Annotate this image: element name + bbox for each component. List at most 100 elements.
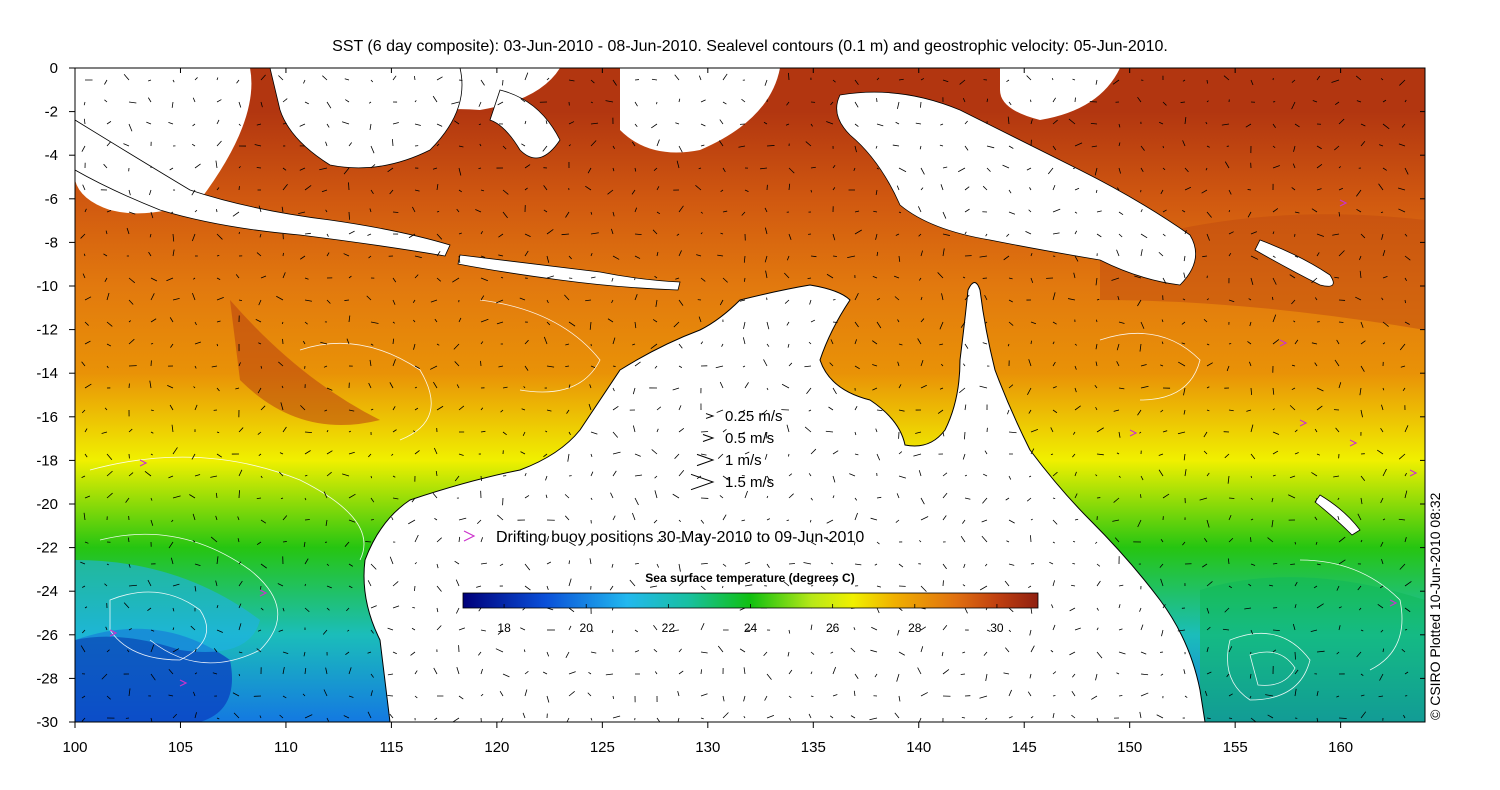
velocity-arrow bbox=[520, 451, 526, 455]
velocity-arrow bbox=[546, 229, 554, 235]
velocity-arrow bbox=[1074, 142, 1083, 147]
velocity-arrow bbox=[235, 274, 240, 279]
velocity-arrow bbox=[854, 145, 857, 153]
velocity-arrow bbox=[1052, 409, 1058, 414]
velocity-arrow bbox=[282, 98, 288, 103]
velocity-arrow bbox=[1118, 695, 1123, 697]
velocity-arrow bbox=[589, 384, 592, 389]
velocity-arrow bbox=[258, 299, 262, 306]
velocity-arrow bbox=[1069, 651, 1076, 656]
velocity-arrow bbox=[785, 123, 790, 126]
sst-cool-patch-tasman bbox=[1200, 577, 1425, 722]
velocity-arrow bbox=[1401, 649, 1406, 653]
velocity-arrow bbox=[545, 430, 548, 433]
velocity-arrow bbox=[1052, 712, 1055, 719]
velocity-arrow bbox=[784, 299, 790, 304]
velocity-arrow bbox=[651, 123, 658, 129]
velocity-arrow bbox=[810, 123, 813, 127]
velocity-arrow bbox=[1095, 79, 1098, 85]
velocity-arrow bbox=[303, 79, 306, 84]
velocity-arrow bbox=[566, 409, 570, 414]
velocity-arrow bbox=[850, 715, 856, 719]
velocity-arrow bbox=[190, 625, 196, 631]
velocity-arrow bbox=[343, 167, 350, 175]
velocity-arrow bbox=[524, 164, 531, 169]
velocity-arrow bbox=[326, 585, 332, 589]
y-tick-label: -30 bbox=[36, 714, 58, 731]
velocity-arrow bbox=[1052, 386, 1057, 389]
velocity-arrow bbox=[764, 79, 768, 86]
velocity-arrow bbox=[1294, 255, 1299, 258]
longitude-axis: 100 105 110 115 120 125 130 135 140 145 150 155 160 bbox=[62, 68, 1353, 756]
velocity-arrow bbox=[276, 295, 284, 301]
velocity-arrow bbox=[964, 120, 968, 125]
velocity-arrow bbox=[497, 101, 504, 106]
velocity-arrow bbox=[741, 519, 746, 522]
velocity-arrow bbox=[81, 717, 86, 722]
velocity-legend-label: 1 m/s bbox=[725, 452, 762, 469]
velocity-arrow bbox=[1404, 255, 1411, 261]
velocity-arrow bbox=[343, 715, 350, 719]
velocity-arrow bbox=[496, 299, 504, 304]
velocity-arrow bbox=[854, 541, 856, 546]
velocity-arrow bbox=[193, 277, 196, 280]
velocity-arrow bbox=[1182, 298, 1186, 301]
velocity-arrow bbox=[853, 167, 856, 171]
velocity-arrow bbox=[1292, 623, 1296, 631]
velocity-arrow bbox=[898, 607, 903, 611]
velocity-arrow bbox=[1184, 230, 1187, 235]
velocity-arrow bbox=[498, 233, 504, 238]
velocity-arrow bbox=[913, 453, 922, 457]
velocity-arrow bbox=[876, 321, 882, 329]
velocity-arrow bbox=[982, 497, 988, 504]
velocity-arrow bbox=[897, 319, 900, 323]
velocity-arrow bbox=[237, 516, 240, 521]
velocity-arrow bbox=[389, 189, 394, 195]
velocity-arrow bbox=[979, 585, 988, 591]
velocity-arrow bbox=[589, 321, 592, 330]
velocity-arrow bbox=[986, 167, 991, 172]
velocity-arrow bbox=[1228, 537, 1234, 543]
velocity-arrow bbox=[1272, 123, 1276, 128]
velocity-arrow bbox=[365, 541, 372, 543]
velocity-arrow bbox=[1292, 163, 1296, 169]
velocity-arrow bbox=[1052, 292, 1056, 301]
velocity-arrow bbox=[304, 431, 312, 434]
velocity-arrow bbox=[238, 101, 242, 108]
velocity-arrow bbox=[607, 189, 614, 195]
velocity-arrow bbox=[984, 321, 988, 324]
velocity-arrow bbox=[302, 340, 306, 345]
velocity-arrow bbox=[786, 101, 790, 106]
velocity-arrow bbox=[523, 649, 526, 653]
velocity-arrow bbox=[502, 431, 507, 436]
velocity-arrow bbox=[611, 629, 614, 634]
velocity-arrow bbox=[238, 623, 242, 631]
velocity-arrow bbox=[194, 712, 197, 719]
velocity-arrow bbox=[368, 453, 372, 458]
velocity-arrow bbox=[1052, 671, 1057, 675]
velocity-arrow bbox=[326, 563, 330, 567]
velocity-arrow bbox=[810, 319, 816, 323]
velocity-arrow bbox=[920, 692, 928, 697]
x-tick-label: 140 bbox=[906, 739, 931, 756]
velocity-arrow bbox=[940, 184, 944, 191]
velocity-arrow bbox=[1404, 99, 1407, 103]
velocity-arrow bbox=[915, 431, 922, 434]
velocity-arrow bbox=[435, 470, 438, 477]
velocity-arrow bbox=[854, 79, 859, 85]
velocity-arrow bbox=[1008, 101, 1012, 106]
velocity-arrow bbox=[412, 606, 416, 609]
velocity-arrow bbox=[872, 387, 878, 391]
velocity-arrow bbox=[191, 453, 196, 460]
velocity-arrow bbox=[854, 321, 859, 328]
velocity-arrow bbox=[1007, 343, 1010, 347]
velocity-arrow bbox=[653, 167, 658, 171]
velocity-arrow bbox=[920, 626, 927, 631]
velocity-arrow bbox=[84, 321, 89, 326]
velocity-arrow bbox=[282, 541, 287, 543]
buoy-marker bbox=[259, 589, 268, 597]
velocity-arrow bbox=[743, 277, 746, 282]
velocity-arrow bbox=[1182, 210, 1186, 213]
velocity-arrow bbox=[216, 119, 220, 125]
velocity-arrow bbox=[612, 79, 617, 86]
